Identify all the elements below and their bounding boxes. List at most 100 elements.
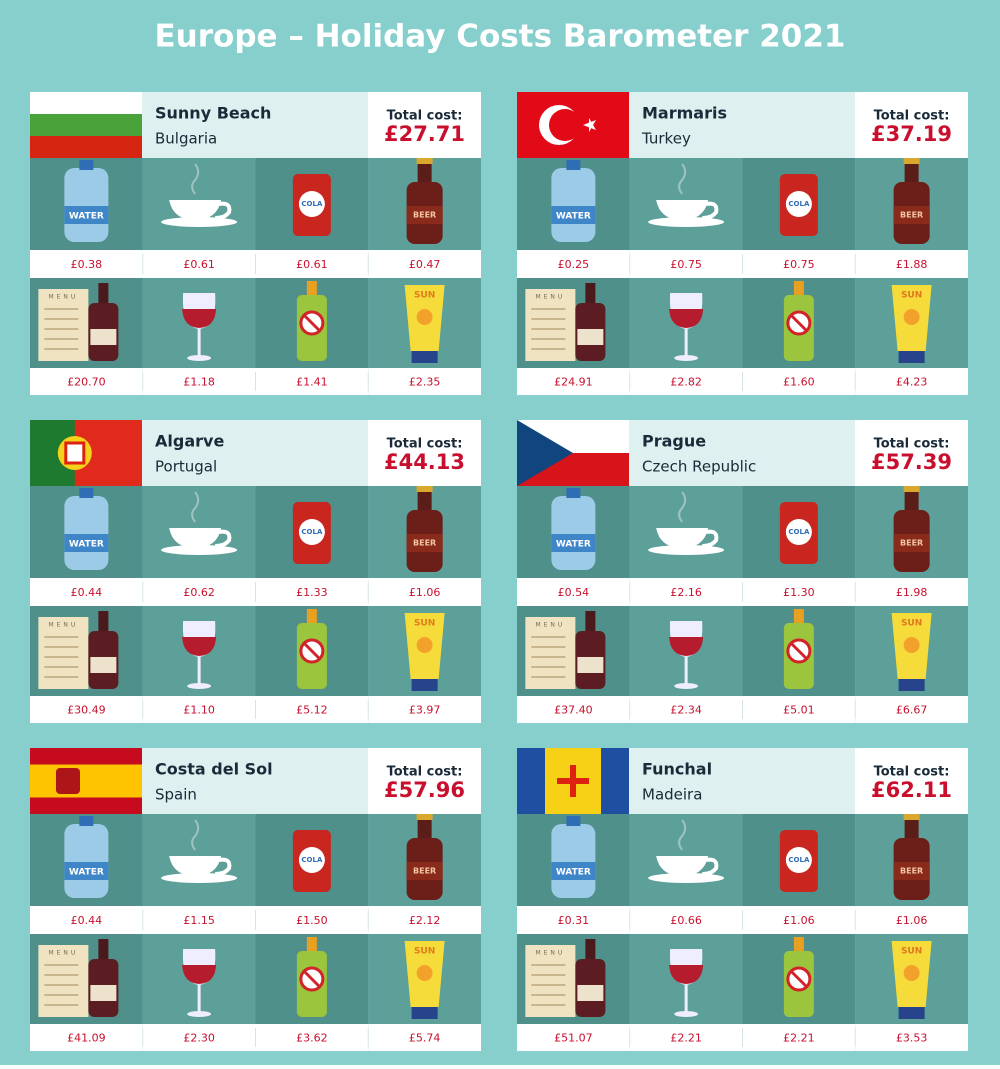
wine-label	[577, 985, 604, 1001]
beer-label	[893, 206, 930, 224]
price-cell	[142, 906, 256, 934]
steam	[191, 819, 200, 851]
spray-nozzle	[793, 937, 804, 951]
item-price: £0.25	[558, 258, 590, 271]
icon-label: COLA	[301, 528, 323, 536]
icon-label: BEER	[900, 539, 923, 548]
beer-neck	[417, 490, 432, 514]
wine-label	[90, 985, 117, 1001]
beer-cap	[903, 814, 920, 820]
icon-label: WATER	[556, 212, 591, 222]
wine	[182, 965, 217, 984]
item-price: £41.09	[67, 1032, 106, 1045]
price-cell	[742, 906, 856, 934]
price-cell	[742, 1024, 856, 1051]
water-bottle	[64, 168, 109, 242]
wine-neck	[585, 283, 596, 307]
item-price: £0.61	[296, 258, 328, 271]
spray-nozzle	[793, 281, 804, 295]
beer-neck	[417, 162, 432, 186]
cup-handle	[702, 857, 719, 876]
item-price: £2.16	[670, 586, 702, 599]
cup-handle	[215, 857, 232, 876]
spray-nozzle	[306, 281, 317, 295]
destination-country: Turkey	[641, 130, 691, 148]
bottle-cap	[566, 488, 581, 498]
price-cell	[855, 696, 968, 723]
wine	[669, 965, 704, 984]
item-price: £2.34	[670, 704, 702, 717]
total-cost: £44.13	[384, 450, 465, 474]
item-price: £1.50	[296, 914, 328, 927]
bottle-cap	[566, 160, 581, 170]
item-price: £4.23	[896, 376, 928, 389]
spray-slash	[789, 641, 808, 661]
water-bottle	[551, 824, 596, 898]
destination-name: Funchal	[642, 760, 712, 779]
beer-neck	[904, 490, 919, 514]
flag-triangle	[517, 420, 573, 486]
price-cell	[629, 368, 743, 395]
price-cell	[368, 696, 481, 723]
price-cell	[368, 906, 481, 934]
bottle-label	[64, 862, 109, 880]
icon-label: SUN	[901, 947, 922, 957]
icon-label: COLA	[788, 856, 810, 864]
item-price: £2.21	[783, 1032, 815, 1045]
price-cell	[30, 1024, 143, 1051]
item-price: £3.53	[896, 1032, 928, 1045]
steam	[678, 819, 687, 851]
sun-cap	[411, 679, 438, 691]
price-cell	[855, 368, 968, 395]
item-price: £0.44	[71, 586, 103, 599]
cup-handle	[215, 529, 232, 548]
steam	[191, 163, 200, 195]
bottle-label	[551, 534, 596, 552]
sun-cap	[898, 351, 925, 363]
wine-neck	[98, 283, 109, 307]
beer-label	[893, 862, 930, 880]
item-price: £2.12	[409, 914, 441, 927]
page-title: Europe – Holiday Costs Barometer 2021	[154, 19, 845, 55]
price-cell	[368, 1024, 481, 1051]
item-price: £1.60	[783, 376, 815, 389]
can-badge	[298, 191, 325, 217]
icon-label: MENU	[48, 622, 78, 629]
destination-name: Sunny Beach	[155, 104, 271, 123]
flag-emblem	[56, 768, 80, 794]
bottle-label	[64, 534, 109, 552]
price-cell	[142, 578, 256, 606]
price-cell	[517, 906, 630, 934]
price-cell	[517, 696, 630, 723]
price-cell	[855, 1024, 968, 1051]
destination-country: Czech Republic	[642, 458, 756, 476]
steam	[191, 491, 200, 523]
icon-label: SUN	[414, 619, 435, 629]
icon-label: SUN	[901, 291, 922, 301]
icon-label: WATER	[69, 212, 104, 222]
cup-handle	[702, 529, 719, 548]
item-price: £0.54	[558, 586, 590, 599]
item-price: £1.33	[296, 586, 328, 599]
price-cell	[517, 368, 630, 395]
wine-label	[90, 657, 117, 673]
price-cell	[517, 578, 630, 606]
sun-mark	[903, 309, 920, 325]
beer-label	[406, 534, 443, 552]
bottle-cap	[79, 160, 94, 170]
item-price: £3.62	[296, 1032, 328, 1045]
item-price: £51.07	[554, 1032, 593, 1045]
item-price: £1.88	[896, 258, 928, 271]
icon-label: MENU	[535, 950, 565, 957]
cup	[169, 200, 222, 220]
item-price: £2.30	[183, 1032, 215, 1045]
flag-stripe	[517, 748, 545, 814]
cup	[169, 528, 222, 548]
total-cost: £37.19	[871, 122, 952, 146]
icon-label: COLA	[301, 856, 323, 864]
item-price: £0.66	[670, 914, 702, 927]
flag-stripe	[30, 114, 142, 136]
item-price: £2.21	[670, 1032, 702, 1045]
wine	[182, 309, 217, 328]
destination-country: Bulgaria	[155, 130, 217, 148]
